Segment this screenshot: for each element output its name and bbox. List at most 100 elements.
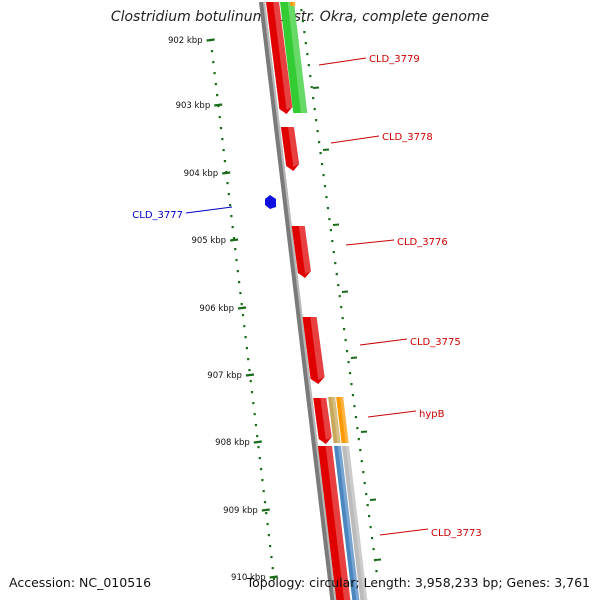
accession-text: Accession: NC_010516 bbox=[9, 575, 152, 590]
gene-trna[interactable] bbox=[336, 397, 349, 443]
guide-dot bbox=[356, 427, 359, 430]
gene-grey-shade bbox=[345, 446, 368, 600]
gene-cld-3773a[interactable] bbox=[317, 446, 351, 600]
guide-dot bbox=[341, 317, 344, 320]
guide-dot bbox=[216, 94, 219, 97]
gene-label-text: CLD_3773 bbox=[431, 528, 482, 539]
kbp-tick-mark bbox=[269, 575, 278, 579]
kbp-tick-label: 904 kbp bbox=[184, 169, 219, 179]
guide-dot bbox=[326, 207, 330, 210]
gene-label-cld-3778[interactable]: CLD_3778 bbox=[330, 132, 433, 144]
guide-dash bbox=[350, 356, 358, 359]
gene-label-leader bbox=[379, 528, 429, 536]
guide-dot bbox=[234, 248, 237, 251]
gene-steel[interactable] bbox=[333, 446, 360, 600]
gene-trna-top-body bbox=[290, 2, 296, 6]
guide-dot bbox=[272, 578, 276, 581]
gene-misc-shade bbox=[331, 397, 341, 443]
gene-cld-3777[interactable] bbox=[265, 195, 276, 209]
guide-dot bbox=[312, 97, 315, 100]
guide-dot bbox=[368, 515, 371, 518]
guide-dash bbox=[341, 290, 349, 293]
guide-dot bbox=[241, 314, 245, 317]
gene-cld-3778[interactable] bbox=[280, 127, 300, 171]
gene-label-cld-3773[interactable]: CLD_3773 bbox=[379, 528, 482, 539]
gene-misc[interactable] bbox=[328, 397, 341, 443]
gene-cld-3778-body bbox=[280, 127, 300, 171]
guide-dot bbox=[258, 457, 261, 460]
right-dotted-guide bbox=[300, 9, 382, 573]
gene-cld-3779a-body bbox=[266, 2, 293, 114]
gene-cld-3775-shade bbox=[310, 317, 325, 380]
gene-label-text: CLD_3775 bbox=[410, 337, 461, 348]
guide-dot bbox=[320, 163, 324, 166]
kbp-ticks: 902 kbp 903 kbp 904 kbp 905 kbp 906 kbp 907 k… bbox=[168, 36, 278, 583]
guide-dot bbox=[335, 273, 338, 276]
guide-dot bbox=[301, 20, 305, 23]
guide-dot bbox=[253, 413, 256, 416]
guide-dot bbox=[343, 328, 346, 331]
gene-label-text: CLD_3776 bbox=[397, 237, 448, 248]
gene-cld-3779-shade bbox=[287, 2, 308, 113]
gene-grey[interactable] bbox=[341, 446, 368, 600]
blue-gene-body bbox=[265, 195, 276, 209]
genome-backbone bbox=[259, 2, 337, 600]
gene-cld-3775[interactable] bbox=[302, 317, 325, 384]
gene-label-leader bbox=[345, 239, 395, 246]
gene-label-text: CLD_3777 bbox=[132, 210, 183, 221]
gene-label-cld-3779[interactable]: CLD_3779 bbox=[318, 54, 420, 66]
guide-dot bbox=[375, 570, 378, 573]
gene-label-cld-3775[interactable]: CLD_3775 bbox=[359, 337, 461, 348]
gene-label-cld-3776[interactable]: CLD_3776 bbox=[345, 237, 448, 248]
guide-dot bbox=[231, 226, 234, 229]
map-title: Clostridium botulinum B1 str. Okra, comp… bbox=[110, 9, 490, 25]
guide-dot bbox=[236, 270, 239, 273]
guide-dot bbox=[270, 556, 273, 559]
gene-hypb-a-body bbox=[313, 398, 332, 444]
gene-label-text: hypB bbox=[419, 409, 445, 420]
gene-cld-3776-shade bbox=[298, 226, 311, 274]
gene-cld-3775-body bbox=[302, 317, 325, 384]
guide-dot bbox=[263, 501, 267, 504]
guide-dot bbox=[315, 119, 318, 122]
guide-dot bbox=[363, 482, 366, 485]
guide-dot bbox=[267, 534, 270, 537]
guide-dot bbox=[223, 160, 227, 163]
gene-label-cld-3777[interactable]: CLD_3777 bbox=[132, 206, 233, 221]
gene-trna-top[interactable] bbox=[290, 2, 296, 6]
guide-dot bbox=[249, 380, 252, 383]
guide-dot bbox=[239, 292, 242, 295]
gene-label-leader bbox=[359, 338, 408, 346]
guide-dash bbox=[332, 223, 340, 226]
gene-hypb-a[interactable] bbox=[313, 398, 332, 444]
guide-dot bbox=[362, 471, 365, 474]
guide-dot bbox=[354, 416, 357, 419]
guide-dot bbox=[213, 72, 216, 75]
gene-cld-3778-shade bbox=[288, 127, 300, 167]
gene-steel-body bbox=[333, 446, 360, 600]
gene-labels[interactable]: CLD_3779 CLD_3778 CLD_3777 CLD_3776 CLD_3775… bbox=[132, 54, 481, 539]
guide-dot bbox=[357, 438, 360, 441]
gene-label-hypb[interactable]: hypB bbox=[367, 409, 445, 420]
guide-dot bbox=[250, 391, 254, 394]
gene-cld-3779a[interactable] bbox=[266, 2, 293, 114]
gene-cld-3776[interactable] bbox=[291, 226, 311, 278]
gene-grey-body bbox=[341, 446, 368, 600]
guide-dot bbox=[245, 347, 248, 350]
kbp-tick-mark bbox=[237, 306, 247, 310]
kbp-tick-mark bbox=[253, 440, 262, 444]
guide-dot bbox=[252, 402, 255, 405]
guide-dot bbox=[353, 405, 356, 408]
guide-dot bbox=[210, 50, 214, 53]
guide-dot bbox=[307, 64, 310, 67]
kbp-tick-mark bbox=[214, 103, 223, 107]
guide-dot bbox=[337, 284, 340, 287]
guide-dot bbox=[331, 240, 334, 243]
guide-dot bbox=[227, 193, 230, 196]
gene-cld-3779a-shade bbox=[273, 2, 293, 110]
gene-features[interactable] bbox=[265, 2, 368, 600]
gene-cld-3779[interactable] bbox=[280, 2, 308, 113]
guide-dot bbox=[221, 138, 224, 141]
guide-dot bbox=[304, 42, 307, 45]
